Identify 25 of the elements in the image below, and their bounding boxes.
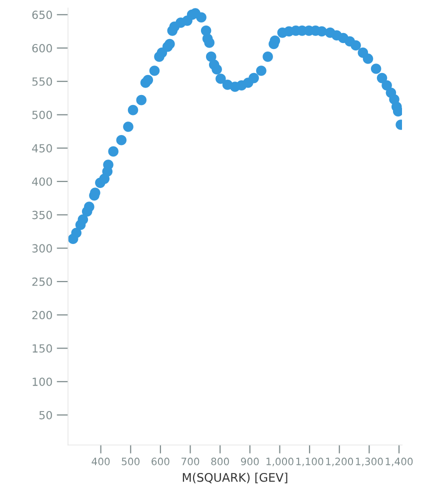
x-tick-label: 900	[240, 458, 259, 466]
y-tick-label: 500	[32, 110, 52, 120]
y-tick-label: 350	[32, 210, 52, 220]
x-tick-label: 400	[92, 458, 110, 466]
x-tick-label: 700	[182, 458, 200, 466]
x-tick-label: 600	[152, 458, 170, 466]
x-axis-title: M(SQUARK) [GEV]	[182, 472, 288, 484]
x-tick-label: 1,200	[326, 458, 354, 466]
y-tick-label: 300	[32, 244, 52, 253]
y-tick-label: 550	[32, 77, 52, 86]
x-tick-label: 1,300	[356, 458, 383, 466]
y-tick-label: 50	[39, 410, 52, 420]
x-tick-label: 500	[122, 458, 140, 466]
x-tick-label: 1,100	[296, 458, 324, 466]
x-tick-label: 1,400	[386, 458, 413, 466]
y-tick-label: 200	[32, 310, 52, 320]
y-tick-label: 400	[32, 177, 52, 186]
y-tick-label: 450	[32, 144, 52, 152]
x-tick-label: 1,000	[266, 458, 294, 466]
y-tick-label: 650	[32, 10, 52, 20]
y-tick-label: 600	[32, 44, 52, 52]
y-tick-label: 150	[32, 344, 52, 353]
x-tick-label: 800	[211, 458, 229, 466]
y-tick-label: 250	[32, 278, 52, 286]
y-tick-label: 100	[32, 378, 52, 386]
